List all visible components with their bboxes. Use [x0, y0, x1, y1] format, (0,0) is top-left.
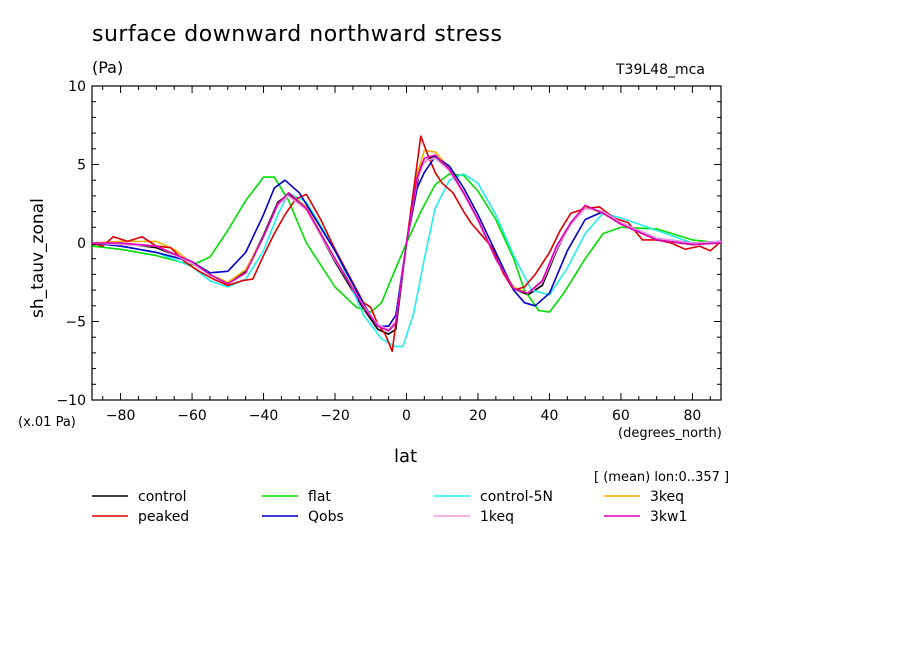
y-tick-label: 0: [77, 236, 86, 252]
legend-label-3kw1: 3kw1: [650, 509, 687, 525]
x-tick-label: 80: [683, 408, 701, 424]
y-tick-label: −10: [56, 393, 86, 409]
series-lines: [91, 135, 722, 353]
x-tick-label: −60: [177, 408, 207, 424]
x-tick-label: −80: [106, 408, 136, 424]
x-tick-label: 40: [541, 408, 559, 424]
series-line-control-5n: [91, 173, 722, 348]
legend-label-qobs: Qobs: [308, 509, 344, 525]
axis-ticks: −80 −60 −40 −20 0 20 40 60 80 −10 −5 0 5 10: [56, 79, 721, 424]
x-tick-label: −40: [249, 408, 279, 424]
x-tick-label: −20: [320, 408, 350, 424]
series-line-flat: [91, 173, 722, 313]
chart-title: surface downward northward stress: [92, 22, 503, 47]
x-axis-label: lat: [394, 446, 418, 467]
x-tick-label: 60: [612, 408, 630, 424]
legend-label-flat: flat: [308, 489, 331, 505]
legend-label-peaked: peaked: [138, 509, 189, 525]
legend-label-1keq: 1keq: [480, 509, 514, 525]
series-line-qobs: [91, 155, 722, 328]
y-tick-label: 5: [77, 158, 86, 174]
x-units-label: (degrees_north): [618, 426, 722, 441]
x-tick-label: 20: [469, 408, 487, 424]
y-tick-label: −5: [65, 315, 86, 331]
y-tick-label: 10: [68, 79, 86, 95]
series-line-peaked: [91, 135, 722, 353]
legend: control peaked flat Qobs control-5N 1keq 3keq 3…: [92, 489, 687, 525]
legend-label-control: control: [138, 489, 187, 505]
model-label: T39L48_mca: [616, 62, 705, 78]
legend-label-3keq: 3keq: [650, 489, 684, 505]
series-line-3kw1: [92, 154, 722, 332]
scale-note: (x.01 Pa): [18, 415, 76, 430]
units-label: (Pa): [92, 58, 124, 77]
legend-label-control-5n: control-5N: [480, 489, 553, 505]
x-tick-label: 0: [402, 408, 411, 424]
average-note: [ (mean) lon:0..357 ]: [594, 470, 730, 485]
